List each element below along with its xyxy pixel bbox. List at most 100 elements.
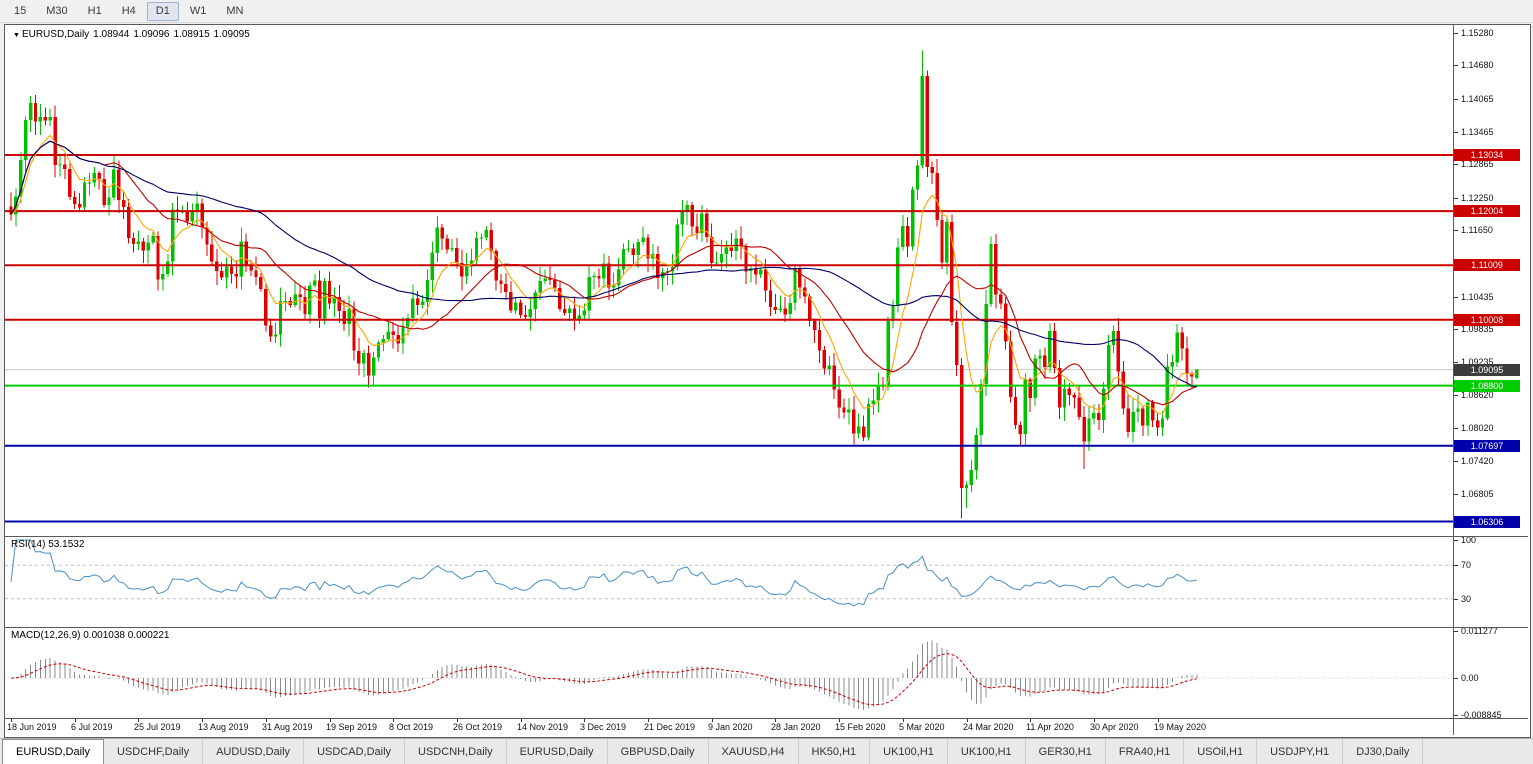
symbol-tab-dj30-daily[interactable]: DJ30,Daily [1343, 739, 1424, 764]
axis-corner [1453, 719, 1528, 735]
candlesticks [9, 50, 1199, 519]
rsi-axis: 100 70 30 [1453, 537, 1528, 627]
symbol-tab-audusd-daily[interactable]: AUDUSD,Daily [203, 739, 305, 764]
axis-tick [1454, 494, 1458, 495]
symbol-tab-eurusd-daily[interactable]: EURUSD,Daily [2, 739, 104, 764]
symbol-tab-hk50-h1[interactable]: HK50,H1 [799, 739, 871, 764]
symbol-dropdown-arrow-icon[interactable]: ▼ [13, 32, 20, 39]
price-axis-label: 1.07420 [1461, 456, 1494, 466]
axis-tick [1454, 565, 1458, 566]
symbol-tab-fra40-h1[interactable]: FRA40,H1 [1106, 739, 1185, 764]
timeframe-button-w1[interactable]: W1 [189, 4, 207, 17]
price-axis-label: 0.00 [1461, 673, 1479, 683]
timeframe-toolbar: 15 M30 H1 H4 D1 W1 MN [0, 0, 1533, 23]
price-axis-label: 1.09835 [1461, 324, 1494, 334]
date-tick [903, 719, 904, 722]
axis-tick [1454, 99, 1458, 100]
date-axis-label: 21 Dec 2019 [644, 722, 696, 732]
price-axis-label: 1.14680 [1461, 60, 1494, 70]
symbol-tab-usoil-h1[interactable]: USOil,H1 [1184, 739, 1258, 764]
axis-tick [1454, 362, 1458, 363]
price-axis-label: 1.06805 [1461, 489, 1494, 499]
symbol-tab-usdjpy-h1[interactable]: USDJPY,H1 [1257, 739, 1344, 764]
symbol-tab-uk100-h1[interactable]: UK100,H1 [870, 739, 948, 764]
rsi-line [10, 539, 1197, 607]
macd-histogram [15, 640, 1198, 710]
date-axis-label: 25 Jul 2019 [134, 722, 181, 732]
date-tick [584, 719, 585, 722]
date-tick [775, 719, 776, 722]
symbol-tab-gbpusd-daily[interactable]: GBPUSD,Daily [608, 739, 709, 764]
date-axis-label: 26 Oct 2019 [453, 722, 503, 732]
price-level-badge: 1.11009 [1454, 259, 1520, 271]
date-tick [202, 719, 203, 722]
ohlc-high-value: 1.09096 [133, 29, 170, 40]
timeframe-button-d1[interactable]: D1 [146, 1, 179, 21]
price-axis: 1.15280 1.14680 1.14065 1.13465 1.12865 1.122… [1453, 25, 1528, 536]
moving-average-8 [10, 134, 1197, 415]
timeframe-button-m30[interactable]: M30 [46, 4, 68, 17]
symbol-tab-eurusd-daily[interactable]: EURUSD,Daily [507, 739, 608, 764]
macd-panel: MACD(12,26,9) 0.001038 0.000221 0.011277… [5, 627, 1528, 718]
symbol-tab-uk100-h1[interactable]: UK100,H1 [948, 739, 1026, 764]
axis-tick [1454, 297, 1458, 298]
timeframe-button-mn[interactable]: MN [226, 4, 244, 17]
axis-tick [1454, 395, 1458, 396]
price-axis-label: 1.11650 [1461, 225, 1493, 235]
axis-tick [1454, 329, 1458, 330]
price-axis-label: 100 [1461, 536, 1477, 545]
time-axis: 18 Jun 2019 6 Jul 2019 25 Jul 2019 13 Aug 2… [5, 718, 1528, 735]
axis-tick [1454, 461, 1458, 462]
date-tick [138, 719, 139, 722]
axis-tick [1454, 631, 1458, 632]
symbol-tab-ger30-h1[interactable]: GER30,H1 [1026, 739, 1106, 764]
date-axis-label: 8 Oct 2019 [389, 722, 434, 732]
date-axis-label: 13 Aug 2019 [198, 722, 249, 732]
rsi-indicator-label: RSI(14) 53.1532 [11, 539, 85, 550]
date-tick [1094, 719, 1095, 722]
price-axis-label: 1.13465 [1461, 127, 1494, 137]
macd-indicator-label: MACD(12,26,9) 0.001038 0.000221 [11, 630, 170, 641]
price-level-badge: 1.07697 [1454, 440, 1520, 452]
price-chart-canvas[interactable] [5, 25, 1453, 536]
date-tick [11, 719, 12, 722]
macd-signal-line [10, 653, 1197, 706]
timeframe-button-h1[interactable]: H1 [87, 4, 102, 17]
axis-tick [1454, 715, 1458, 716]
axis-tick [1454, 132, 1458, 133]
rsi-canvas[interactable] [5, 537, 1453, 627]
price-axis-label: 1.12865 [1461, 159, 1494, 169]
date-axis-label: 19 May 2020 [1154, 722, 1207, 732]
date-axis-label: 19 Sep 2019 [326, 722, 378, 732]
price-axis-label: 1.08020 [1461, 423, 1494, 433]
date-tick [1158, 719, 1159, 722]
symbol-tab-usdcnh-daily[interactable]: USDCNH,Daily [405, 739, 507, 764]
price-axis-label: 1.08620 [1461, 390, 1494, 400]
symbol-tab-xauusd-h4[interactable]: XAUUSD,H4 [709, 739, 799, 764]
timeframe-button-15[interactable]: 15 [14, 4, 27, 17]
date-axis-label: 24 Mar 2020 [963, 722, 1014, 732]
price-axis-label: 1.14065 [1461, 94, 1494, 104]
axis-tick [1454, 678, 1458, 679]
symbol-tab-usdcad-daily[interactable]: USDCAD,Daily [304, 739, 406, 764]
date-tick [967, 719, 968, 722]
date-tick [330, 719, 331, 722]
date-tick [1030, 719, 1031, 722]
price-level-badge: 1.08800 [1454, 380, 1520, 392]
time-axis-labels: 18 Jun 2019 6 Jul 2019 25 Jul 2019 13 Aug 2… [5, 719, 1453, 735]
timeframe-button-h4[interactable]: H4 [121, 4, 136, 17]
date-axis-label: 18 Jun 2019 [7, 722, 57, 732]
price-axis-label: -0.008845 [1461, 710, 1502, 718]
chart-window: ▼ EURUSD,Daily 1.08944 1.09096 1.08915 1.0909… [4, 24, 1531, 738]
moving-average-50 [10, 140, 1197, 388]
date-axis-label: 3 Dec 2019 [580, 722, 627, 732]
ohlc-low-value: 1.08915 [173, 29, 210, 40]
price-axis-label: 1.10435 [1461, 292, 1494, 302]
price-level-badge: 1.06306 [1454, 516, 1520, 528]
ohlc-close-value: 1.09095 [213, 29, 250, 40]
macd-canvas[interactable] [5, 628, 1453, 718]
ohlc-open-value: 1.08944 [93, 29, 130, 40]
symbol-tab-usdchf-daily[interactable]: USDCHF,Daily [104, 739, 204, 764]
date-tick [648, 719, 649, 722]
price-level-badge: 1.13034 [1454, 149, 1520, 161]
